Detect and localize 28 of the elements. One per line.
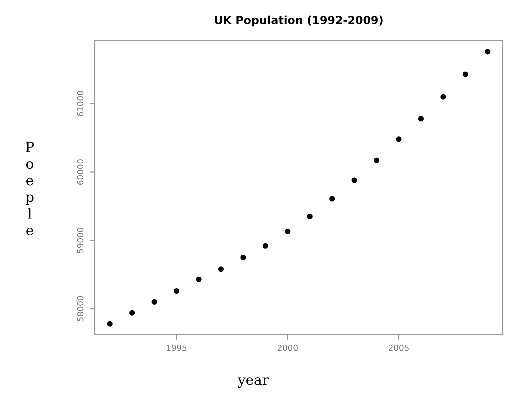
y-tick-label: 59000 xyxy=(77,228,84,254)
point xyxy=(374,158,380,164)
point xyxy=(107,321,113,327)
point xyxy=(130,310,136,316)
point xyxy=(262,243,268,249)
point xyxy=(462,72,468,78)
y-tick-label: 58000 xyxy=(77,296,84,322)
point xyxy=(396,136,402,142)
y-tick-label: 60000 xyxy=(77,160,84,185)
point xyxy=(152,299,158,305)
point xyxy=(485,49,491,55)
x-tick-label: 2005 xyxy=(389,344,409,352)
x-tick-label: 1995 xyxy=(167,344,187,352)
point xyxy=(240,254,246,261)
point xyxy=(174,288,180,294)
x-axis-title: year xyxy=(238,378,269,388)
point xyxy=(440,94,446,100)
y-axis-title: Poeple xyxy=(26,142,34,236)
point xyxy=(330,196,336,202)
point xyxy=(218,266,224,272)
point xyxy=(418,116,424,122)
y-tick-label: 61000 xyxy=(77,91,84,117)
chart-title: UK Population (1992-2009) xyxy=(215,16,383,27)
x-tick-label: 2000 xyxy=(278,344,298,352)
point xyxy=(352,178,358,184)
point xyxy=(285,228,291,235)
point xyxy=(307,214,313,220)
point xyxy=(196,276,202,282)
